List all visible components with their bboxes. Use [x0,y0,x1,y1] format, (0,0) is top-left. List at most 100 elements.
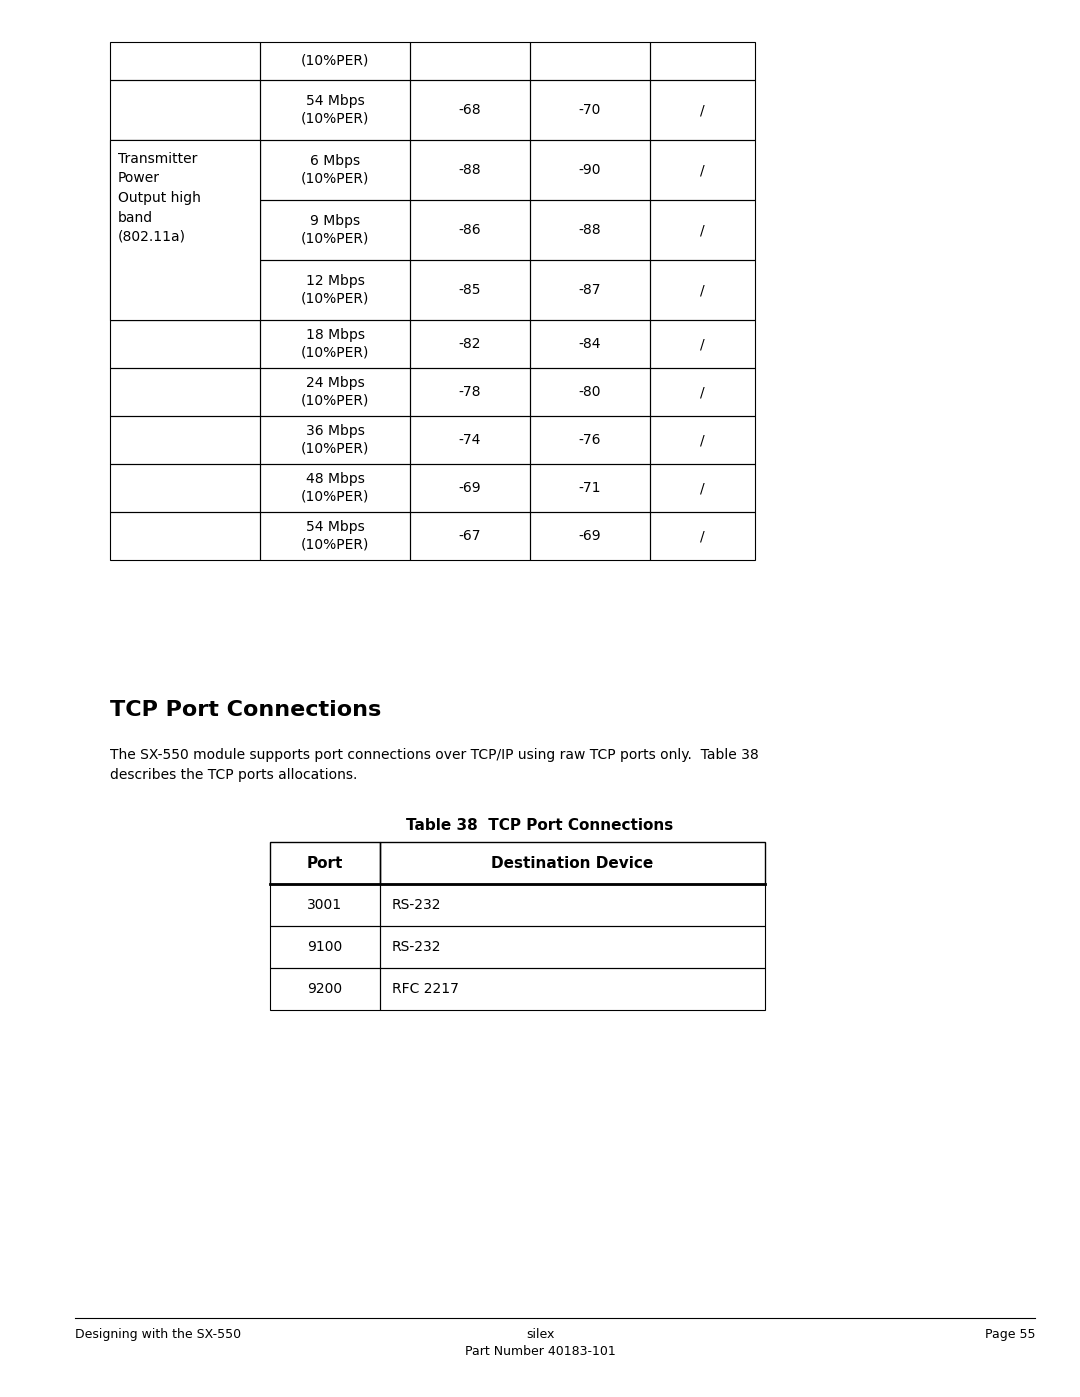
Text: -70: -70 [579,103,602,117]
Bar [530,464,650,511]
Text: -90: -90 [579,163,602,177]
Text: /: / [700,481,705,495]
Bar [260,140,410,200]
Bar [530,80,650,140]
Bar [110,140,260,200]
Bar [260,367,410,416]
Bar [260,320,410,367]
Text: Transmitter
Power
Output high
band
(802.11a): Transmitter Power Output high band (802.… [118,152,201,244]
Text: Designing with the SX-550: Designing with the SX-550 [75,1329,241,1341]
Bar [110,511,260,560]
Text: -88: -88 [459,163,482,177]
Text: TCP Port Connections: TCP Port Connections [110,700,381,719]
Text: /: / [700,337,705,351]
Text: /: / [700,163,705,177]
Bar [650,367,755,416]
Bar [270,968,380,1010]
Bar [270,842,380,884]
Bar [110,416,260,464]
Bar [650,140,755,200]
Text: -76: -76 [579,433,602,447]
Text: /: / [700,433,705,447]
Bar [410,80,530,140]
Text: -69: -69 [459,481,482,495]
Bar [650,464,755,511]
Bar [410,320,530,367]
Bar [380,884,765,926]
Bar [380,968,765,1010]
Text: 6 Mbps
(10%PER): 6 Mbps (10%PER) [301,154,369,186]
Bar [260,42,410,80]
Text: 54 Mbps
(10%PER): 54 Mbps (10%PER) [301,95,369,126]
Text: -78: -78 [459,386,482,400]
Bar [380,842,765,884]
Bar [650,42,755,80]
Text: -87: -87 [579,284,602,298]
Text: 9 Mbps
(10%PER): 9 Mbps (10%PER) [301,214,369,246]
Bar [650,200,755,260]
Bar [380,926,765,968]
Text: -69: -69 [579,529,602,543]
Text: RS-232: RS-232 [392,940,442,954]
Text: /: / [700,529,705,543]
Bar [260,464,410,511]
Text: -82: -82 [459,337,482,351]
Bar [110,320,260,367]
Text: 12 Mbps
(10%PER): 12 Mbps (10%PER) [301,274,369,306]
Bar [260,80,410,140]
Bar [530,200,650,260]
Bar [110,464,260,511]
Text: Page 55: Page 55 [985,1329,1035,1341]
Text: Destination Device: Destination Device [491,855,653,870]
Text: Table 38  TCP Port Connections: Table 38 TCP Port Connections [406,819,674,833]
Bar [410,140,530,200]
Text: 48 Mbps
(10%PER): 48 Mbps (10%PER) [301,472,369,504]
Text: Port: Port [307,855,343,870]
Bar [410,200,530,260]
Text: 24 Mbps
(10%PER): 24 Mbps (10%PER) [301,376,369,408]
Text: 3001: 3001 [308,898,342,912]
Bar [410,260,530,320]
Bar [530,511,650,560]
Text: RFC 2217: RFC 2217 [392,982,459,996]
Bar [260,416,410,464]
Text: -84: -84 [579,337,602,351]
Bar [110,140,260,320]
Bar [410,464,530,511]
Text: The SX-550 module supports port connections over TCP/IP using raw TCP ports only: The SX-550 module supports port connecti… [110,747,759,781]
Bar [530,320,650,367]
Bar [650,511,755,560]
Text: /: / [700,224,705,237]
Bar [650,416,755,464]
Text: /: / [700,284,705,298]
Text: -67: -67 [459,529,482,543]
Bar [270,884,380,926]
Text: -88: -88 [579,224,602,237]
Bar [530,260,650,320]
Text: 36 Mbps
(10%PER): 36 Mbps (10%PER) [301,425,369,455]
Text: -71: -71 [579,481,602,495]
Bar [650,260,755,320]
Bar [410,367,530,416]
Bar [110,367,260,416]
Bar [410,416,530,464]
Bar [650,80,755,140]
Bar [260,200,410,260]
Bar [410,42,530,80]
Text: 54 Mbps
(10%PER): 54 Mbps (10%PER) [301,520,369,552]
Bar [270,926,380,968]
Bar [110,260,260,320]
Text: -86: -86 [459,224,482,237]
Bar [530,140,650,200]
Text: 9200: 9200 [308,982,342,996]
Text: 18 Mbps
(10%PER): 18 Mbps (10%PER) [301,328,369,359]
Text: -85: -85 [459,284,482,298]
Bar [530,367,650,416]
Bar [110,42,260,80]
Bar [260,260,410,320]
Text: -80: -80 [579,386,602,400]
Bar [530,416,650,464]
Text: -68: -68 [459,103,482,117]
Bar [260,511,410,560]
Bar [650,320,755,367]
